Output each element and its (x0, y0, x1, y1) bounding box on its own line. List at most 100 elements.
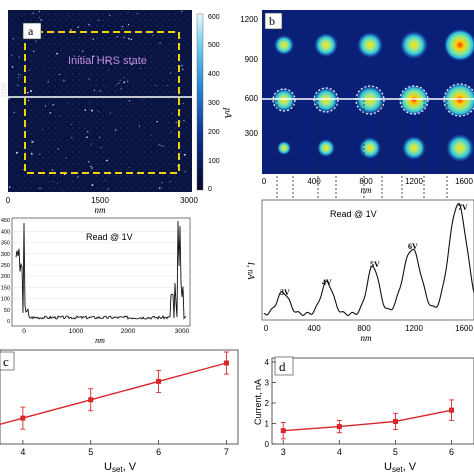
noise-speck (8, 186, 11, 188)
y-tick: 1 (265, 420, 270, 429)
noise-speck (184, 171, 186, 173)
x-tick: 3000 (175, 328, 190, 335)
noise-speck (150, 135, 152, 137)
noise-speck (10, 54, 12, 56)
profile-a-grid (12, 219, 190, 311)
data-point (336, 424, 342, 430)
data-point (223, 360, 229, 366)
profile-a-frame (11, 217, 191, 327)
spot-outline (443, 83, 474, 117)
y-axis-a: 0 50 100 150 200 250 300 350 400 450 (1, 218, 10, 325)
x-axis-c: 4 5 6 7 (20, 440, 229, 457)
x-tick: 5 (393, 447, 398, 457)
colorbar: 600 500 400 300 200 100 0 pA (196, 13, 233, 193)
profile-b: Read @ 1V I, nA 3V 4V 5V 6V 7V 0 400 800… (246, 199, 474, 343)
y-tick: 300 (245, 129, 259, 138)
x-axis-profile-a: 0 1000 2000 3000 nm (22, 328, 189, 345)
noise-speck (99, 89, 102, 92)
noise-speck (32, 12, 35, 15)
panel-c-letter-box (0, 351, 15, 371)
plot-d-marks (280, 399, 455, 440)
noise-speck (116, 35, 119, 38)
noise-speck (156, 120, 158, 123)
noise-speck (29, 69, 30, 71)
conductive-spot (274, 35, 294, 55)
noise-speck (121, 25, 124, 28)
noise-speck (44, 105, 46, 107)
cbar-tick: 600 (208, 14, 220, 21)
noise-speck (38, 10, 41, 13)
noise-speck (21, 39, 23, 41)
x-label: nm (95, 205, 107, 215)
y-tick-a: 1500 (1, 82, 8, 98)
noise-speck (128, 37, 130, 40)
cbar-tick: 100 (208, 158, 220, 165)
noise-speck (17, 76, 20, 79)
noise-speck (31, 141, 34, 144)
noise-speck (141, 99, 143, 101)
noise-speck (81, 61, 82, 63)
panel-d-frame (271, 357, 474, 445)
hrs-region-box (24, 31, 180, 174)
conductive-spot (272, 88, 296, 112)
noise-speck (39, 153, 41, 156)
y-tick: 3 (265, 379, 270, 388)
x-tick: 800 (359, 177, 373, 186)
y-tick: 100 (1, 297, 10, 303)
x-axis-a: 0 1500 3000 nm (6, 196, 199, 215)
noise-speck (166, 84, 168, 87)
data-point (449, 407, 455, 413)
noise-speck (93, 89, 96, 91)
read-label-b: Read @ 1V (330, 209, 377, 219)
noise-speck (170, 72, 172, 74)
profile-a-trace (15, 220, 187, 320)
noise-speck (68, 15, 70, 17)
x-axis-profile-b: 0 400 800 1200 1600 nm (264, 324, 474, 343)
conductive-spot (313, 87, 339, 113)
x-tick: 1000 (69, 328, 84, 335)
y-label-d: Current, nA (253, 379, 263, 425)
noise-speck (128, 24, 130, 26)
x-tick: 2000 (121, 328, 136, 335)
noise-speck (104, 180, 106, 182)
noise-speck (98, 136, 101, 139)
noise-speck (169, 180, 172, 183)
noise-speck (49, 112, 52, 114)
noise-speck (160, 144, 162, 147)
noise-speck (88, 161, 90, 163)
noise-speck (89, 109, 91, 111)
peak-label: 7V (458, 203, 468, 212)
x-tick: 6 (449, 447, 454, 457)
noise-speck (130, 38, 133, 41)
data-point (20, 415, 26, 421)
noise-speck (175, 121, 178, 124)
noise-speck (71, 124, 73, 125)
peak-label: 4V (322, 278, 332, 287)
noise-speck (39, 187, 41, 190)
noise-speck (128, 166, 130, 169)
cbar-tick: 200 (208, 129, 220, 136)
x-tick: 400 (307, 177, 321, 186)
x-tick: 7 (224, 447, 229, 457)
conductive-spot (400, 31, 428, 59)
y-tick: 1200 (240, 15, 258, 24)
noise-speck (90, 143, 92, 145)
x-tick: 1600 (455, 177, 473, 186)
conductive-spot (317, 139, 335, 157)
noise-speck (108, 70, 110, 71)
noise-speck (13, 111, 16, 114)
y-tick: 350 (1, 241, 10, 247)
noise-speck (92, 55, 95, 58)
noise-speck (126, 80, 129, 83)
noise-speck (183, 153, 186, 156)
conductive-spot (443, 83, 474, 117)
y-tick: 50 (4, 308, 10, 314)
data-point (392, 418, 398, 424)
noise-speck (121, 28, 123, 30)
noise-speck (51, 169, 54, 171)
noise-speck (96, 55, 98, 57)
spot-outline (313, 87, 339, 113)
x-tick: 0 (6, 196, 11, 205)
noise-speck (52, 181, 54, 183)
